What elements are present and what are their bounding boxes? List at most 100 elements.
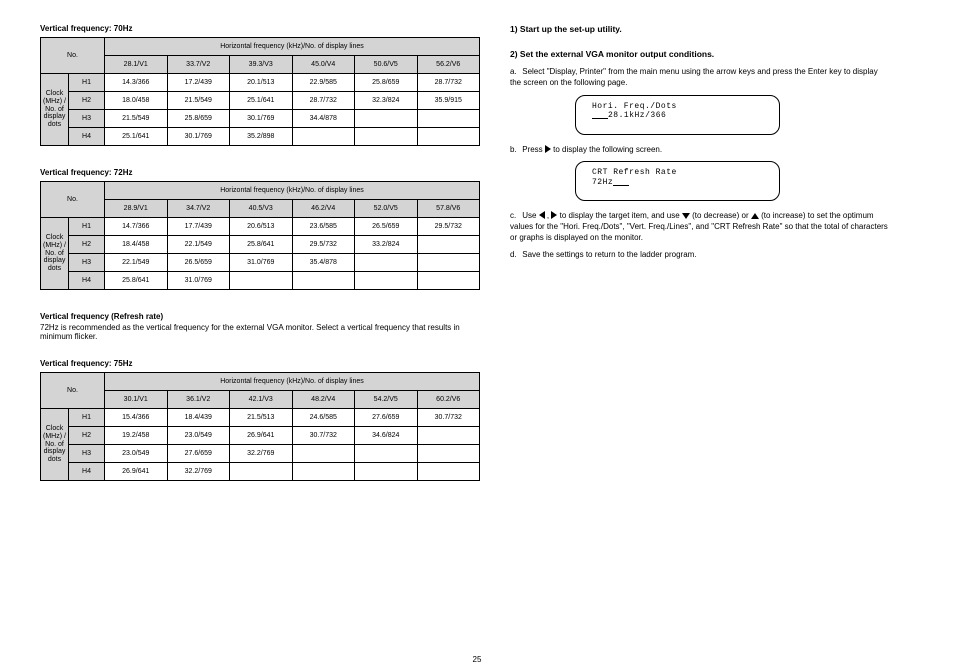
rowgroup-label: Clock (MHz) / No. of display dots <box>41 74 69 146</box>
cell: 25.1/641 <box>230 92 293 110</box>
col-header: 36.1/V2 <box>167 391 230 409</box>
row-label: H4 <box>69 463 105 481</box>
cell <box>230 463 293 481</box>
cell <box>355 445 418 463</box>
cell <box>355 128 418 146</box>
col-header: 40.5/V3 <box>230 200 293 218</box>
cell: 22.1/549 <box>167 236 230 254</box>
step-2c: c. Use , to display the target item, and… <box>510 211 890 243</box>
cell <box>417 445 480 463</box>
page-number: 25 <box>473 655 482 664</box>
colgroup-label: Horizontal frequency (kHz)/No. of displa… <box>105 373 480 391</box>
table-70hz: Vertical frequency: 70Hz No. Horizontal … <box>40 24 480 146</box>
cell: 28.7/732 <box>292 92 355 110</box>
cell <box>417 427 480 445</box>
cell <box>355 254 418 272</box>
cell: 22.9/585 <box>292 74 355 92</box>
cell: 30.1/769 <box>167 128 230 146</box>
step-2a-num: a. <box>510 67 520 78</box>
row-label: H3 <box>69 110 105 128</box>
cell: 23.6/585 <box>292 218 355 236</box>
lcd2-line1: CRT Refresh Rate <box>592 168 763 177</box>
table-70hz-title: Vertical frequency: 70Hz <box>40 24 480 33</box>
lcd-panel-1: Hori. Freq./Dots 28.1kHz/366 <box>575 95 780 135</box>
cell <box>355 463 418 481</box>
cell <box>292 445 355 463</box>
step-2d: d. Save the settings to return to the la… <box>510 250 890 261</box>
arrow-right-icon <box>545 145 551 153</box>
col-header: 57.8/V6 <box>417 200 480 218</box>
cell: 21.5/513 <box>230 409 293 427</box>
col-header: 30.1/V1 <box>105 391 168 409</box>
row-label: H2 <box>69 92 105 110</box>
cell: 26.9/641 <box>230 427 293 445</box>
cell: 35.2/898 <box>230 128 293 146</box>
cell: 21.5/549 <box>167 92 230 110</box>
rowgroup-label: Clock (MHz) / No. of display dots <box>41 218 69 290</box>
note-title: Vertical frequency (Refresh rate) <box>40 312 480 321</box>
arrow-left-icon <box>539 211 545 219</box>
step-2b: b. Press to display the following screen… <box>510 145 890 156</box>
cell: 35.4/878 <box>292 254 355 272</box>
colgroup-label: Horizontal frequency (kHz)/No. of displa… <box>105 182 480 200</box>
cell: 19.2/458 <box>105 427 168 445</box>
corner-label: No. <box>41 373 105 409</box>
cell: 17.2/439 <box>167 74 230 92</box>
lcd1-line2: 28.1kHz/366 <box>592 111 763 120</box>
cell: 18.0/458 <box>105 92 168 110</box>
col-header: 56.2/V6 <box>417 56 480 74</box>
cell: 27.6/659 <box>167 445 230 463</box>
cell: 26.9/641 <box>105 463 168 481</box>
col-header: 52.0/V5 <box>355 200 418 218</box>
col-header: 46.2/V4 <box>292 200 355 218</box>
step-2-heading: 2) Set the external VGA monitor output c… <box>510 49 890 60</box>
table-72hz: Vertical frequency: 72Hz No. Horizontal … <box>40 168 480 290</box>
col-header: 34.7/V2 <box>167 200 230 218</box>
cell: 34.6/824 <box>355 427 418 445</box>
step-1-heading: 1) Start up the set-up utility. <box>510 24 890 35</box>
arrow-up-icon <box>751 213 759 219</box>
col-header: 28.1/V1 <box>105 56 168 74</box>
table-75hz-grid: No. Horizontal frequency (kHz)/No. of di… <box>40 372 480 481</box>
step-2c-num: c. <box>510 211 520 222</box>
corner-label: No. <box>41 38 105 74</box>
row-label: H4 <box>69 272 105 290</box>
row-label: H4 <box>69 128 105 146</box>
cell: 30.7/732 <box>292 427 355 445</box>
cell: 26.5/659 <box>167 254 230 272</box>
cursor-underline-icon <box>592 117 608 119</box>
step-2a: a. Select "Display, Printer" from the ma… <box>510 67 890 89</box>
cell: 20.1/513 <box>230 74 293 92</box>
cell: 29.5/732 <box>417 218 480 236</box>
step-2b-num: b. <box>510 145 520 156</box>
cell: 34.4/878 <box>292 110 355 128</box>
col-header: 39.3/V3 <box>230 56 293 74</box>
col-header: 50.6/V5 <box>355 56 418 74</box>
row-label: H3 <box>69 254 105 272</box>
table-70hz-grid: No. Horizontal frequency (kHz)/No. of di… <box>40 37 480 146</box>
row-label: H2 <box>69 236 105 254</box>
lcd-panel-2: CRT Refresh Rate 72Hz <box>575 161 780 201</box>
rowgroup-label: Clock (MHz) / No. of display dots <box>41 409 69 481</box>
cell: 31.0/769 <box>167 272 230 290</box>
cell <box>417 463 480 481</box>
cell: 20.6/513 <box>230 218 293 236</box>
colgroup-label: Horizontal frequency (kHz)/No. of displa… <box>105 38 480 56</box>
col-header: 60.2/V6 <box>417 391 480 409</box>
cell <box>355 110 418 128</box>
col-header: 45.0/V4 <box>292 56 355 74</box>
step-2c-seg3: to display the target item, and use <box>560 211 682 220</box>
step-2b-post: to display the following screen. <box>553 145 662 154</box>
lcd1-line2-text: 28.1kHz/366 <box>608 111 666 120</box>
table-75hz-title: Vertical frequency: 75Hz <box>40 359 480 368</box>
step-2c-seg4: (to decrease) or <box>692 211 751 220</box>
note-text: 72Hz is recommended as the vertical freq… <box>40 323 480 341</box>
cell: 14.3/366 <box>105 74 168 92</box>
table-72hz-title: Vertical frequency: 72Hz <box>40 168 480 177</box>
cell <box>230 272 293 290</box>
cell <box>417 236 480 254</box>
cell: 23.0/549 <box>105 445 168 463</box>
cell: 15.4/366 <box>105 409 168 427</box>
step-2a-text: Select "Display, Printer" from the main … <box>510 67 878 87</box>
lcd1-line1: Hori. Freq./Dots <box>592 102 763 111</box>
